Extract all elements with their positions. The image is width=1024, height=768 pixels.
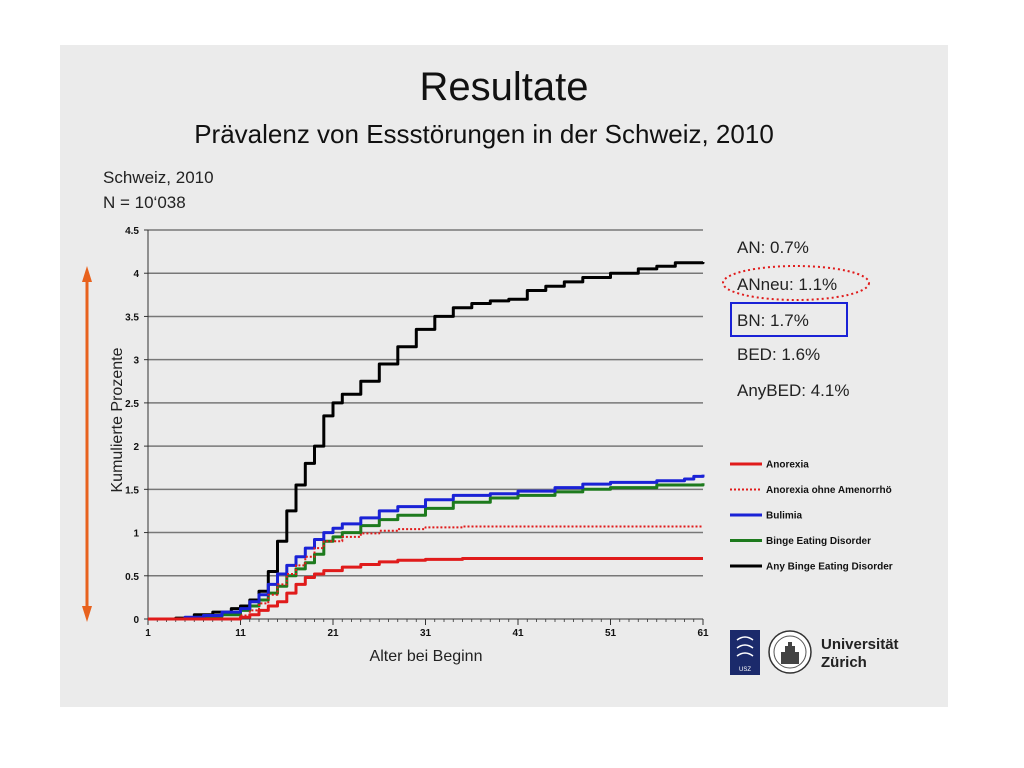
x-axis-label: Alter bei Beginn	[370, 648, 483, 665]
y-axis-label: Kumulierte Prozente	[109, 347, 126, 492]
prevalence-anybed: AnyBED: 4.1%	[737, 381, 850, 400]
y-tick-label: 1.5	[125, 485, 139, 496]
y-tick-label: 0.5	[125, 572, 139, 583]
y-tick-label: 1	[133, 529, 139, 540]
series-lines	[148, 261, 705, 621]
uzh-logo-line2: Zürich	[821, 654, 867, 671]
y-tick-label: 4.5	[125, 226, 139, 237]
usz-logo-text: USZ	[739, 667, 751, 673]
y-tick-label: 0	[133, 615, 139, 626]
legend-label: Binge Eating Disorder	[766, 536, 871, 547]
y-axis-arrow-down	[82, 606, 92, 622]
y-ticks: 0 0.5 1 1.5 2 2.5 3 3.5 4 4.5	[125, 226, 148, 626]
y-tick-label: 3.5	[125, 312, 139, 323]
series-bulimia	[148, 474, 705, 621]
prevalence-bed: BED: 1.6%	[737, 345, 821, 364]
meta-location: Schweiz, 2010	[103, 168, 214, 187]
y-tick-label: 3	[133, 356, 139, 367]
usz-logo-mark	[736, 636, 754, 657]
legend-label: Anorexia ohne Amenorrhö	[766, 485, 892, 496]
legend: Anorexia Anorexia ohne Amenorrhö Bulimia Bi…	[730, 460, 893, 573]
x-tick-label: 41	[512, 628, 524, 639]
x-tick-label: 61	[697, 628, 709, 639]
series-bed	[148, 483, 705, 621]
slide-title: Resultate	[419, 65, 589, 109]
x-tick-label: 1	[145, 628, 151, 639]
uzh-logo-line1: Universität	[821, 636, 899, 653]
x-tick-label: 21	[327, 628, 339, 639]
prevalence-an: AN: 0.7%	[737, 238, 809, 257]
slide-subtitle: Prävalenz von Essstörungen in der Schwei…	[194, 119, 774, 149]
y-tick-label: 4	[133, 269, 139, 280]
bn-highlight-box	[730, 302, 848, 337]
slide: Resultate Prävalenz von Essstörungen in …	[60, 45, 948, 707]
y-tick-label: 2.5	[125, 399, 139, 410]
series-anorexia-ohne-amenorrhoe	[148, 525, 703, 620]
y-tick-label: 2	[133, 442, 139, 453]
x-tick-label: 31	[420, 628, 432, 639]
meta-sample-size: N = 10‘038	[103, 193, 186, 212]
grid	[147, 229, 704, 622]
x-tick-label: 11	[235, 628, 246, 639]
usz-logo: USZ	[730, 630, 760, 675]
legend-label: Anorexia	[766, 460, 809, 471]
legend-label: Bulimia	[766, 511, 803, 522]
uzh-seal-icon	[768, 630, 812, 674]
x-tick-label: 51	[605, 628, 617, 639]
prevalence-bn: BN: 1.7%	[737, 311, 809, 330]
anneu-highlight-ellipse	[722, 265, 870, 301]
legend-label: Any Binge Eating Disorder	[766, 562, 893, 573]
series-anorexia	[148, 557, 703, 621]
series-any-bed	[148, 261, 705, 621]
prevalence-anneu: ANneu: 1.1%	[737, 275, 838, 294]
x-ticks: 1 11 21 31 41 51 61	[145, 619, 709, 639]
y-axis-arrow-up	[82, 266, 92, 282]
